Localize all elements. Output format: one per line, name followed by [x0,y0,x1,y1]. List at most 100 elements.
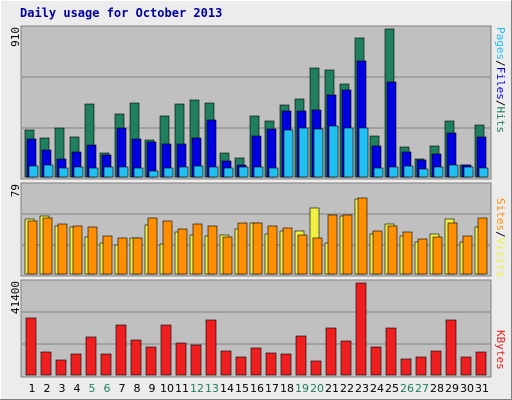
legend-files: Files [494,67,507,100]
bar-pages-day-24 [373,167,384,178]
bar-sites-day-27 [417,238,428,275]
bar-pages-day-26 [403,165,414,178]
day-label-27: 27 [415,382,429,395]
bar-files-day-25 [386,81,397,178]
legend-visits: Visits [494,238,507,278]
panel-hits-files-pages: 910 Pages/Files/Hits [9,25,507,180]
bar-sites-day-29 [447,222,458,275]
day-label-4: 4 [74,382,81,395]
bar-pages-day-18 [283,129,294,178]
bar-pages-day-2 [43,164,54,178]
day-label-6: 6 [104,382,111,395]
bar-sites-day-24 [372,230,383,275]
bar-sites-day-9 [147,217,158,275]
panel-top-ymax-label: 910 [9,27,22,47]
bar-kbytes-day-15 [235,356,247,376]
bar-kbytes-day-1 [25,317,37,376]
panel-bottom-ymax-label: 41400 [9,281,22,314]
day-label-18: 18 [280,382,294,395]
bar-kbytes-day-26 [400,358,412,376]
bar-pages-day-9 [148,170,159,178]
bar-sites-day-17 [267,225,278,275]
day-label-31: 31 [475,382,489,395]
day-label-25: 25 [385,382,399,395]
bar-kbytes-day-22 [340,340,352,376]
bar-sites-day-22 [342,214,353,275]
legend-kbytes: KBytes [494,330,507,370]
bar-pages-day-6 [103,166,114,178]
bar-pages-day-30 [463,166,474,178]
bar-sites-day-19 [297,234,308,275]
bar-sites-day-12 [192,223,203,275]
bar-sites-day-8 [132,237,143,275]
bar-sites-day-25 [387,225,398,275]
bar-kbytes-day-6 [100,353,112,376]
bar-sites-day-20 [312,237,323,275]
bar-kbytes-day-30 [460,356,472,376]
bar-kbytes-day-7 [115,324,127,376]
bar-kbytes-day-23 [355,282,367,376]
bar-kbytes-day-25 [385,327,397,376]
bar-pages-day-20 [313,128,324,178]
bar-pages-day-21 [328,125,339,178]
bar-kbytes-day-5 [85,336,97,376]
bar-sites-day-4 [72,225,83,275]
bar-pages-day-27 [418,168,429,178]
day-label-12: 12 [190,382,204,395]
bar-sites-day-7 [117,237,128,275]
bar-kbytes-day-4 [70,353,82,376]
day-label-2: 2 [44,382,51,395]
bar-pages-day-1 [28,165,39,178]
bars-top [24,28,489,178]
bar-kbytes-day-2 [40,351,52,376]
day-label-9: 9 [149,382,156,395]
bar-kbytes-day-3 [55,359,67,376]
svg-text:Pages/Files/Hits: Pages/Files/Hits [494,27,507,133]
svg-text:Sites/Visits: Sites/Visits [494,198,507,278]
bar-pages-day-7 [118,166,129,178]
bar-sites-day-26 [402,231,413,275]
bar-pages-day-11 [178,166,189,178]
bar-sites-day-11 [177,228,188,275]
bar-sites-day-5 [87,226,98,275]
bar-sites-day-1 [27,220,38,275]
bar-pages-day-25 [388,166,399,178]
bar-pages-day-16 [253,166,264,178]
day-label-29: 29 [445,382,459,395]
bar-kbytes-day-19 [295,335,307,376]
bars-middle [24,197,488,275]
bar-pages-day-14 [223,167,234,178]
bar-pages-day-5 [88,167,99,178]
day-label-8: 8 [134,382,141,395]
panel-visits-sites: 79 Sites/Visits [9,182,507,278]
bar-pages-day-29 [448,164,459,178]
bar-pages-day-28 [433,166,444,178]
bar-sites-day-21 [327,214,338,275]
legend-sep-2: / [494,100,507,107]
bar-sites-day-30 [462,235,473,275]
day-label-13: 13 [205,382,219,395]
bar-kbytes-day-16 [250,347,262,376]
bar-kbytes-day-28 [430,350,442,376]
bar-kbytes-day-13 [205,319,217,376]
bar-kbytes-day-29 [445,319,457,376]
day-label-5: 5 [89,382,96,395]
day-label-23: 23 [355,382,369,395]
bar-sites-day-18 [282,227,293,275]
legend-hits: Hits [494,107,507,134]
legend-sep-3: / [494,231,507,238]
bar-kbytes-day-18 [280,353,292,376]
bar-sites-day-15 [237,222,248,275]
day-label-20: 20 [310,382,324,395]
bar-kbytes-day-20 [310,360,322,376]
bar-kbytes-day-12 [190,344,202,376]
bar-sites-day-31 [477,217,488,275]
bar-kbytes-day-11 [175,342,187,376]
day-label-15: 15 [235,382,249,395]
bar-pages-day-31 [478,167,489,178]
bar-pages-day-23 [358,127,369,178]
legend-pages: Pages [494,27,507,60]
day-label-16: 16 [250,382,264,395]
legend-top: Pages/Files/Hits [494,27,507,133]
